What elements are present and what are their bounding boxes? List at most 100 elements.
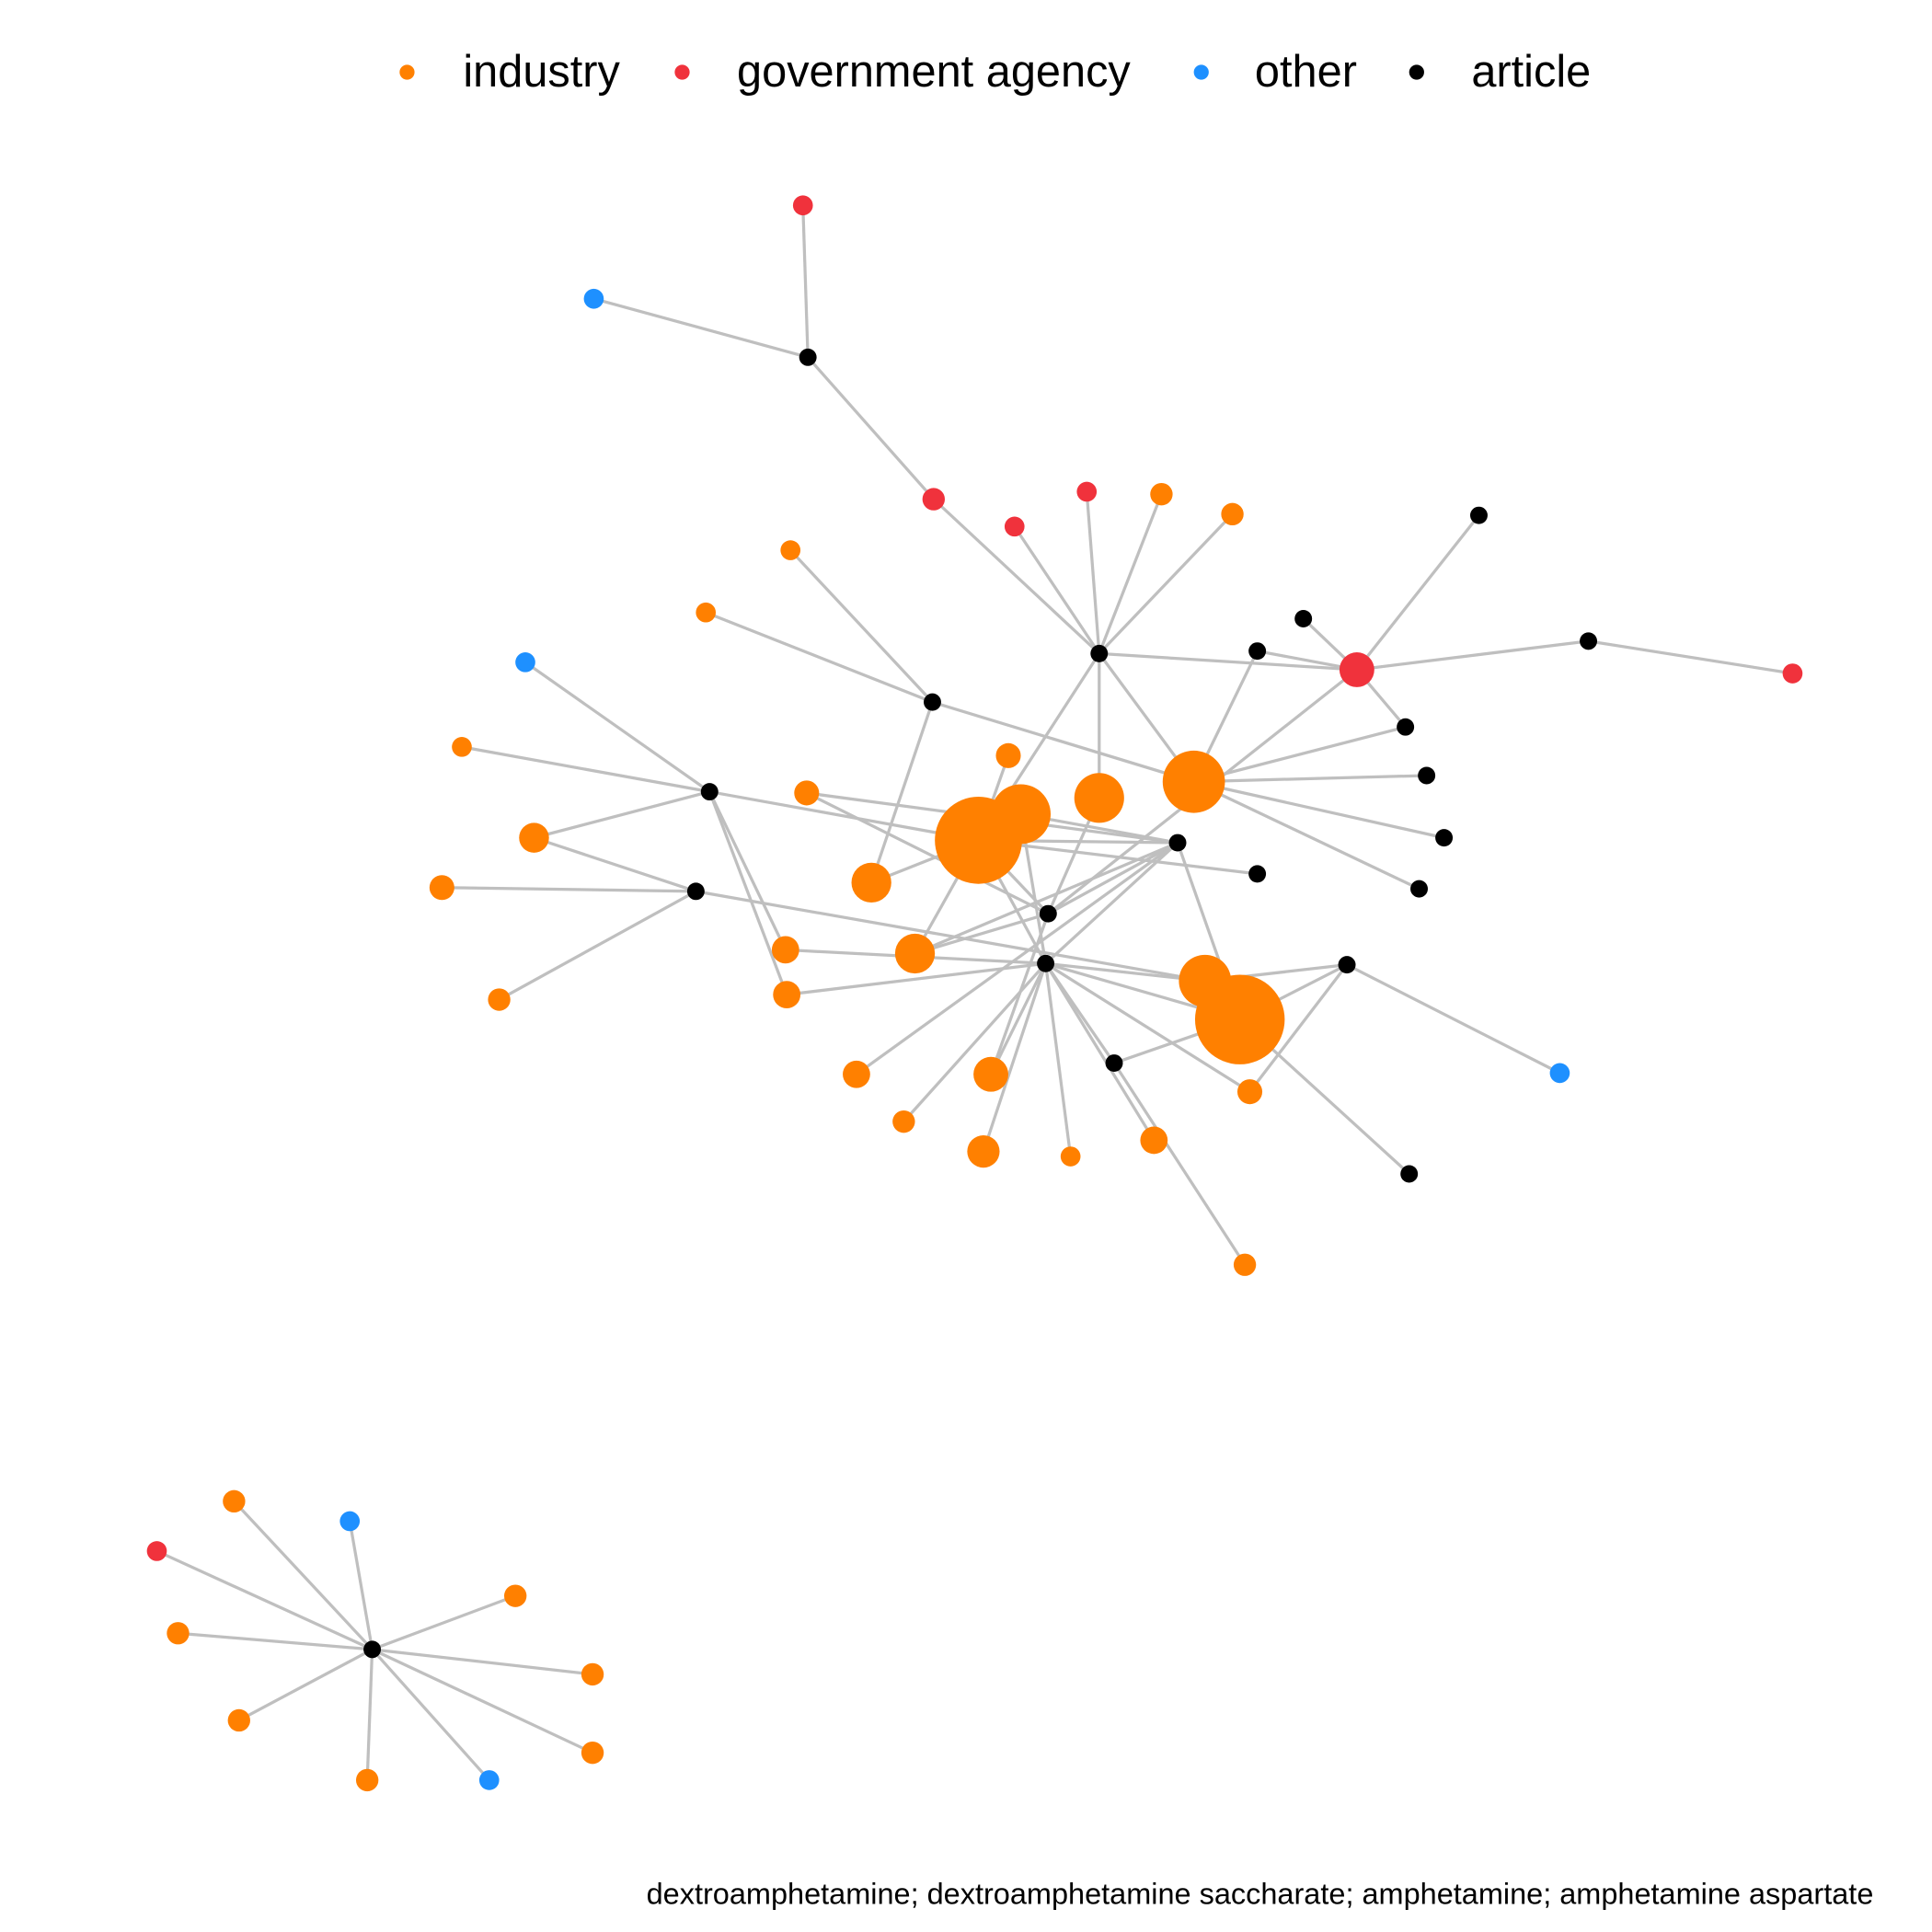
edge <box>914 841 1179 955</box>
node <box>1140 1126 1168 1155</box>
node <box>771 936 799 964</box>
edge <box>1098 512 1234 655</box>
node <box>1400 1165 1419 1183</box>
node <box>1236 1079 1263 1105</box>
edge <box>789 548 934 704</box>
legend-label: government agency <box>737 47 1131 97</box>
edge <box>869 701 935 883</box>
edge <box>1085 491 1101 654</box>
node <box>935 796 1022 884</box>
edge <box>982 962 1048 1153</box>
edge <box>1043 963 1073 1157</box>
node <box>429 875 454 901</box>
edge <box>155 1549 374 1651</box>
edge <box>442 886 696 893</box>
node <box>1039 904 1057 923</box>
edge <box>238 1648 374 1722</box>
node <box>146 1541 167 1561</box>
edge <box>806 356 936 500</box>
node <box>1076 481 1098 502</box>
node <box>581 1741 604 1765</box>
node <box>1782 663 1803 684</box>
node <box>519 822 549 853</box>
edge <box>233 1500 374 1650</box>
node <box>355 1768 379 1792</box>
node <box>488 988 511 1011</box>
edge <box>1112 1062 1247 1266</box>
edge <box>989 962 1048 1075</box>
legend-dot <box>674 64 690 80</box>
edge <box>592 297 809 359</box>
edge <box>705 611 934 704</box>
edge <box>178 1631 373 1651</box>
node <box>794 780 820 806</box>
node <box>792 195 813 216</box>
legend-dot <box>1409 64 1424 80</box>
node <box>923 693 941 711</box>
edge <box>801 205 810 358</box>
node <box>1150 483 1173 506</box>
node <box>1410 880 1428 898</box>
node <box>1004 516 1025 537</box>
node <box>1162 750 1225 813</box>
edge <box>1346 963 1561 1075</box>
node <box>1470 506 1488 524</box>
edge <box>372 1648 593 1676</box>
node <box>1194 974 1285 1064</box>
edge <box>786 961 1046 996</box>
edge <box>533 836 696 893</box>
legend-dot <box>1193 64 1209 80</box>
caption: dextroamphetamine; dextroamphetamine sac… <box>647 1877 1874 1910</box>
edge <box>371 1648 593 1754</box>
legend-label: other <box>1255 47 1357 97</box>
node <box>167 1622 190 1645</box>
edge <box>371 1648 490 1782</box>
edge <box>1248 963 1349 1093</box>
edge <box>1193 725 1407 784</box>
node <box>1221 502 1244 526</box>
edge <box>1193 780 1444 840</box>
node <box>478 1770 500 1790</box>
node <box>1037 954 1055 972</box>
node <box>843 1060 870 1088</box>
node <box>973 1056 1009 1092</box>
node <box>696 602 717 623</box>
node <box>1580 632 1598 650</box>
edge <box>524 661 711 793</box>
node <box>1248 642 1267 661</box>
node <box>1074 773 1124 823</box>
node <box>922 488 945 511</box>
node <box>892 1110 915 1133</box>
node <box>1338 956 1356 974</box>
node <box>700 783 719 801</box>
edge <box>1588 639 1793 675</box>
edge <box>708 789 979 842</box>
edge <box>707 790 788 951</box>
edge <box>932 498 1100 655</box>
edge <box>534 789 710 840</box>
edge <box>855 841 1179 1076</box>
node <box>339 1511 361 1532</box>
node <box>223 1489 246 1513</box>
node <box>1168 834 1187 852</box>
edge <box>348 1521 374 1650</box>
node <box>686 882 705 901</box>
node <box>1435 829 1454 847</box>
edge <box>1098 493 1163 654</box>
node <box>780 540 801 560</box>
node <box>504 1584 527 1607</box>
edge <box>1193 774 1427 784</box>
edge <box>1044 962 1116 1064</box>
node <box>1418 766 1436 785</box>
edge <box>1044 962 1156 1142</box>
node <box>227 1708 250 1732</box>
edge <box>914 912 1049 956</box>
node <box>967 1135 1000 1168</box>
node <box>1233 1253 1257 1276</box>
edge <box>707 790 788 995</box>
edge <box>1047 841 1179 915</box>
edge <box>1013 525 1101 655</box>
node <box>1248 865 1267 883</box>
edge <box>365 1649 374 1780</box>
